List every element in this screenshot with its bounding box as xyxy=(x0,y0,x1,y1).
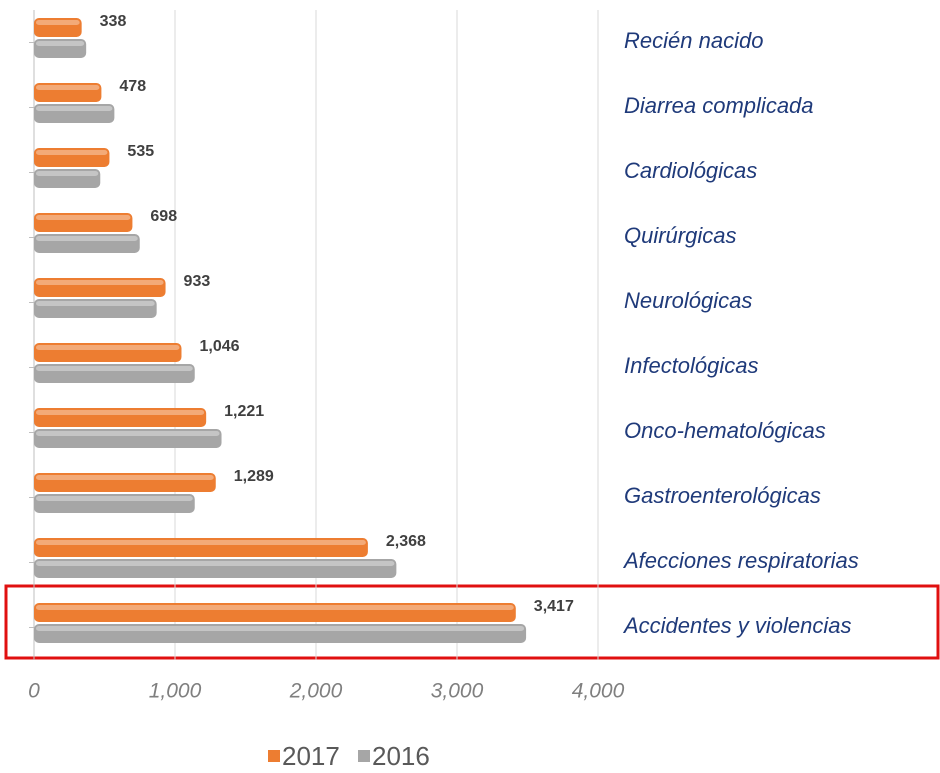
bar xyxy=(34,213,133,232)
data-label: 933 xyxy=(184,273,211,290)
bar-highlight xyxy=(36,561,395,566)
data-label: 535 xyxy=(127,143,154,160)
bar-highlight xyxy=(36,171,99,176)
bar xyxy=(34,559,397,578)
legend-swatch xyxy=(358,750,370,762)
bar xyxy=(34,83,102,102)
bar xyxy=(34,39,87,58)
bar-highlight xyxy=(36,605,514,610)
bar xyxy=(34,343,182,362)
bar-highlight xyxy=(36,106,113,111)
bar xyxy=(34,408,207,427)
bar-highlight xyxy=(36,366,193,371)
data-label: 2,368 xyxy=(386,533,426,550)
data-label: 1,289 xyxy=(234,468,274,485)
x-tick-label: 2,000 xyxy=(289,680,343,703)
bar xyxy=(34,624,527,643)
y-tick-label: Afecciones respiratorias xyxy=(622,548,859,573)
bar-highlight xyxy=(36,150,108,155)
x-tick-label: 3,000 xyxy=(431,680,484,703)
legend-label: 2016 xyxy=(372,741,430,771)
highlight-box xyxy=(4,584,940,660)
y-tick-label: Accidentes y violencias xyxy=(622,613,851,638)
legend-label: 2017 xyxy=(282,741,340,771)
bar xyxy=(34,278,166,297)
bar xyxy=(34,299,157,318)
y-tick-label: Neurológicas xyxy=(624,288,752,313)
bar xyxy=(34,603,516,622)
bar-highlight xyxy=(36,345,180,350)
bar xyxy=(34,18,82,37)
y-tick-label: Cardiológicas xyxy=(624,158,757,183)
x-tick-label: 4,000 xyxy=(572,680,625,703)
y-tick-label: Recién nacido xyxy=(624,28,763,53)
y-tick-label: Onco-hematológicas xyxy=(624,418,826,443)
data-label: 1,046 xyxy=(199,338,239,355)
data-label: 478 xyxy=(119,78,146,95)
bar xyxy=(34,473,216,492)
y-tick-label: Infectológicas xyxy=(624,353,759,378)
bar-highlight xyxy=(36,431,220,436)
bar-highlight xyxy=(36,301,155,306)
bar xyxy=(34,234,140,253)
bar-highlight xyxy=(36,41,85,46)
bar-highlight xyxy=(36,236,138,241)
bar-highlight xyxy=(36,410,205,415)
bar-highlight xyxy=(36,475,214,480)
y-tick-label: Gastroenterológicas xyxy=(624,483,821,508)
bar-highlight xyxy=(36,626,525,631)
bar-highlight xyxy=(36,540,366,545)
legend-swatch xyxy=(268,750,280,762)
bar-highlight xyxy=(36,85,100,90)
data-label: 1,221 xyxy=(224,403,264,420)
data-label: 338 xyxy=(100,13,127,30)
bar xyxy=(34,429,222,448)
bar xyxy=(34,169,101,188)
x-tick-label: 0 xyxy=(28,680,40,703)
bar-highlight xyxy=(36,215,131,220)
bar-highlight xyxy=(36,496,193,501)
bar xyxy=(34,494,195,513)
bar-highlight xyxy=(36,20,80,25)
data-label: 698 xyxy=(150,208,177,225)
y-tick-label: Diarrea complicada xyxy=(624,93,814,118)
bar xyxy=(34,104,115,123)
bar xyxy=(34,364,195,383)
bar xyxy=(34,148,110,167)
y-tick-label: Quirúrgicas xyxy=(624,223,736,248)
data-label: 3,417 xyxy=(534,598,574,615)
bar-highlight xyxy=(36,280,164,285)
x-tick-label: 1,000 xyxy=(149,680,202,703)
bar xyxy=(34,538,368,557)
